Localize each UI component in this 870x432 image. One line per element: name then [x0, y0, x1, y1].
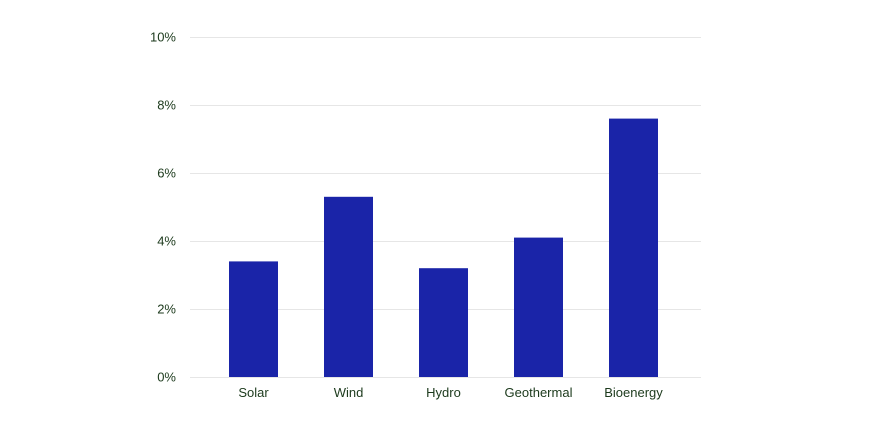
x-category-label: Hydro	[426, 385, 461, 400]
x-category-label: Geothermal	[505, 385, 573, 400]
bar-solar	[229, 261, 278, 377]
y-tick-label: 2%	[157, 302, 176, 317]
y-tick-label: 6%	[157, 166, 176, 181]
bar-wind	[324, 196, 373, 377]
bar-geothermal	[514, 237, 563, 377]
bar-hydro	[419, 268, 468, 377]
y-tick-label: 8%	[157, 98, 176, 113]
y-tick-label: 0%	[157, 370, 176, 385]
x-category-label: Solar	[238, 385, 269, 400]
x-axis-categories: Solar Wind Hydro Geothermal Bioenergy	[238, 385, 663, 400]
x-category-label: Wind	[334, 385, 364, 400]
bars	[229, 118, 658, 377]
y-tick-label: 4%	[157, 234, 176, 249]
bar-bioenergy	[609, 118, 658, 377]
y-tick-label: 10%	[150, 30, 176, 45]
x-category-label: Bioenergy	[604, 385, 663, 400]
y-axis-ticks: 0% 2% 4% 6% 8% 10%	[150, 30, 176, 385]
